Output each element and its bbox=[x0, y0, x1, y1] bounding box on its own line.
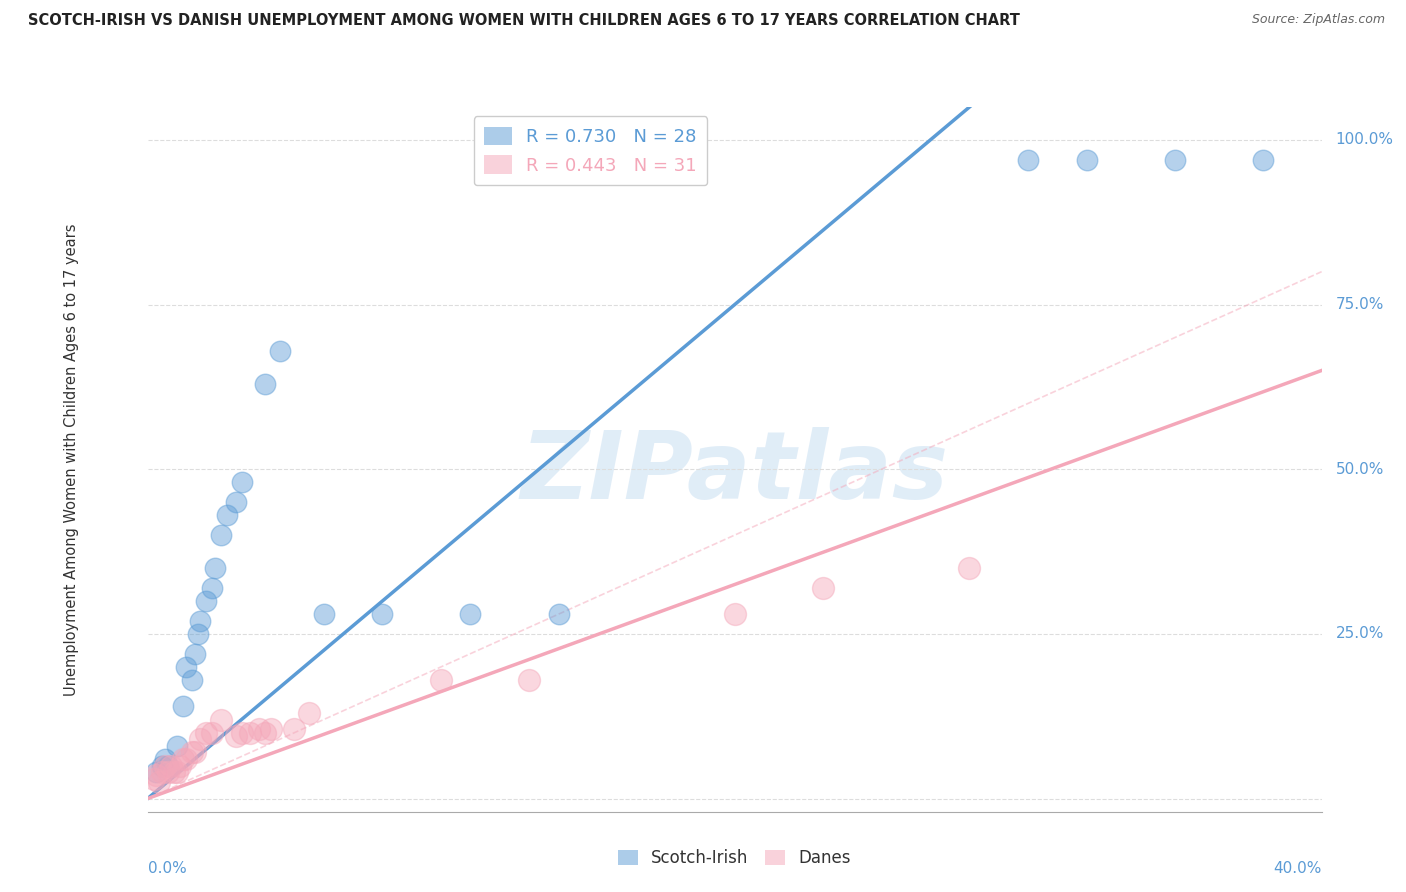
Point bbox=[145, 765, 167, 780]
Point bbox=[371, 607, 394, 622]
Text: 40.0%: 40.0% bbox=[1274, 861, 1322, 876]
Point bbox=[1164, 153, 1187, 167]
Point bbox=[160, 758, 183, 772]
Point bbox=[195, 725, 218, 739]
Point bbox=[269, 343, 291, 358]
Point bbox=[180, 746, 202, 760]
Point bbox=[247, 723, 270, 737]
Point bbox=[1251, 153, 1274, 167]
Point bbox=[157, 765, 180, 780]
Point bbox=[174, 752, 197, 766]
Point bbox=[166, 739, 188, 753]
Text: 100.0%: 100.0% bbox=[1336, 133, 1393, 147]
Point bbox=[239, 725, 262, 739]
Point bbox=[215, 508, 238, 523]
Point bbox=[209, 713, 232, 727]
Point bbox=[312, 607, 335, 622]
Point bbox=[209, 528, 232, 542]
Point bbox=[180, 673, 202, 687]
Point bbox=[204, 561, 226, 575]
Text: 50.0%: 50.0% bbox=[1336, 462, 1384, 476]
Point bbox=[1017, 153, 1039, 167]
Point bbox=[298, 706, 321, 720]
Point bbox=[150, 765, 173, 780]
Point bbox=[155, 758, 177, 772]
Point bbox=[517, 673, 540, 687]
Point bbox=[231, 725, 253, 739]
Point bbox=[172, 699, 194, 714]
Point bbox=[190, 614, 212, 628]
Point bbox=[174, 660, 197, 674]
Text: SCOTCH-IRISH VS DANISH UNEMPLOYMENT AMONG WOMEN WITH CHILDREN AGES 6 TO 17 YEARS: SCOTCH-IRISH VS DANISH UNEMPLOYMENT AMON… bbox=[28, 13, 1019, 29]
Point bbox=[195, 594, 218, 608]
Point bbox=[190, 732, 212, 747]
Point bbox=[1076, 153, 1098, 167]
Point bbox=[183, 746, 205, 760]
Point bbox=[150, 758, 173, 772]
Point bbox=[430, 673, 453, 687]
Point bbox=[253, 725, 276, 739]
Point bbox=[155, 752, 177, 766]
Point bbox=[547, 607, 569, 622]
Point bbox=[460, 607, 482, 622]
Text: Unemployment Among Women with Children Ages 6 to 17 years: Unemployment Among Women with Children A… bbox=[63, 223, 79, 696]
Point bbox=[183, 647, 205, 661]
Point bbox=[169, 758, 191, 772]
Point bbox=[723, 607, 745, 622]
Point bbox=[225, 495, 247, 509]
Point bbox=[811, 581, 834, 595]
Point bbox=[201, 581, 224, 595]
Point bbox=[225, 729, 247, 743]
Text: Source: ZipAtlas.com: Source: ZipAtlas.com bbox=[1251, 13, 1385, 27]
Point bbox=[231, 475, 253, 490]
Point bbox=[157, 758, 180, 772]
Text: ZIPatlas: ZIPatlas bbox=[520, 427, 949, 519]
Point bbox=[959, 561, 981, 575]
Point bbox=[163, 765, 186, 780]
Point bbox=[148, 775, 170, 789]
Point bbox=[142, 772, 165, 786]
Point bbox=[201, 725, 224, 739]
Point bbox=[283, 723, 305, 737]
Point bbox=[172, 752, 194, 766]
Text: 0.0%: 0.0% bbox=[148, 861, 187, 876]
Point bbox=[145, 768, 167, 782]
Point bbox=[253, 376, 276, 391]
Point bbox=[166, 765, 188, 780]
Text: 25.0%: 25.0% bbox=[1336, 626, 1384, 641]
Text: 75.0%: 75.0% bbox=[1336, 297, 1384, 312]
Legend: Scotch-Irish, Danes: Scotch-Irish, Danes bbox=[612, 843, 858, 874]
Point bbox=[186, 627, 208, 641]
Point bbox=[260, 723, 283, 737]
